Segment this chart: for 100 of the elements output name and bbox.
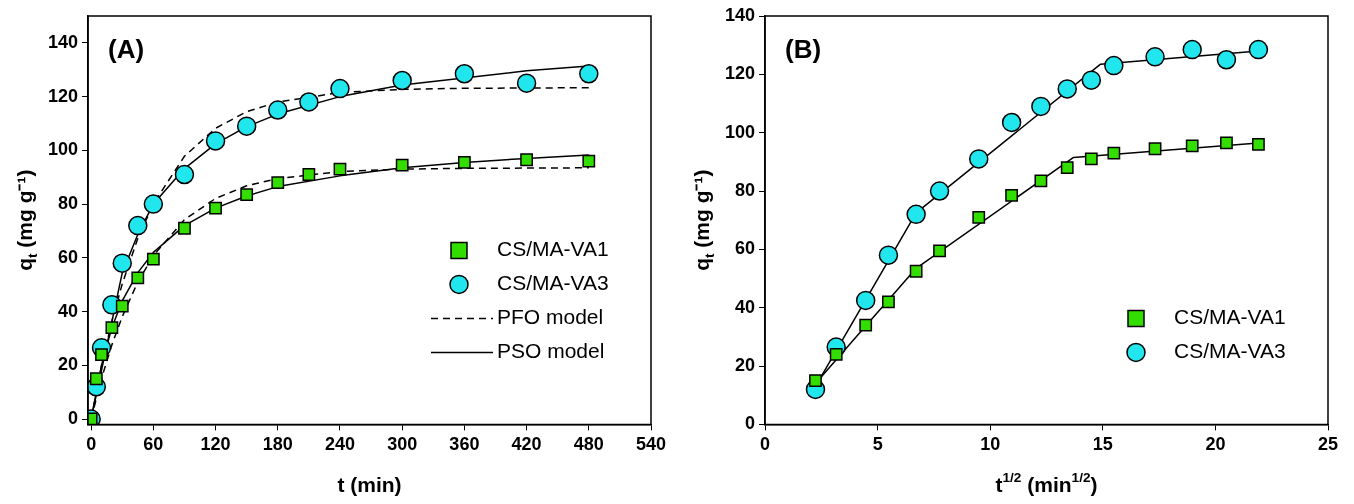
point [128, 215, 148, 236]
point [1252, 137, 1265, 151]
point [1216, 50, 1237, 70]
point [89, 372, 103, 386]
y-tick-label: 60 [735, 238, 756, 259]
y-tick-label: 140 [47, 31, 79, 52]
point [1034, 174, 1048, 188]
annotation: (A) [108, 34, 145, 65]
x-tick-label: 240 [324, 434, 355, 455]
point [859, 318, 873, 332]
x-tick-label: 25 [1317, 434, 1339, 455]
point [906, 204, 926, 225]
x-tick-label: 120 [200, 434, 231, 455]
y-tick-label: 80 [58, 193, 79, 214]
point [1084, 152, 1098, 166]
point [968, 149, 989, 169]
point [333, 162, 347, 176]
point [1057, 79, 1077, 99]
point [392, 70, 412, 91]
point [1182, 39, 1202, 60]
y-tick-label: 20 [58, 354, 79, 375]
point [112, 253, 132, 273]
point [1145, 47, 1165, 67]
x-tick-label: 480 [573, 434, 604, 455]
point [268, 100, 288, 120]
point [582, 154, 596, 168]
y-tick-label: 100 [724, 121, 756, 142]
y-tick-label: 80 [735, 180, 756, 200]
y-tick-label: 20 [735, 355, 756, 376]
y-tick-label: 0 [745, 413, 756, 434]
y-tick-label: 40 [58, 300, 79, 321]
x-tick-label: 420 [511, 434, 542, 455]
point [933, 244, 946, 258]
point [302, 168, 316, 181]
y-tick-label: 40 [735, 296, 756, 317]
point [1104, 55, 1124, 76]
x-tick-label: 360 [449, 434, 480, 455]
point [829, 347, 843, 361]
point [1001, 112, 1022, 133]
legend-label: CS/MA-VA1 [1174, 305, 1286, 329]
x-axis-title: t (min) [337, 472, 402, 496]
point [131, 271, 145, 285]
x-tick-label: 180 [262, 434, 293, 455]
legend-label: PFO model [497, 305, 604, 329]
y-tick-label: 140 [724, 4, 756, 25]
point [146, 252, 160, 266]
x-tick-label: 0 [760, 434, 771, 455]
point [299, 92, 319, 112]
point [1005, 189, 1019, 202]
y-tick-label: 60 [58, 246, 79, 267]
point [178, 221, 191, 235]
point [105, 321, 119, 335]
point [809, 374, 822, 388]
y-axis-title: qt (mg g⁻¹) [12, 169, 41, 271]
point [909, 264, 923, 278]
x-tick-label: 0 [86, 434, 97, 455]
point [1220, 136, 1233, 150]
point [516, 73, 537, 93]
point [972, 210, 986, 224]
y-tick-label: 0 [68, 408, 79, 428]
y-tick-label: 120 [724, 63, 756, 84]
x-tick-label: 10 [980, 434, 1001, 455]
point [1148, 142, 1162, 156]
point [1060, 161, 1074, 175]
point [1185, 139, 1199, 153]
x-tick-label: 60 [143, 434, 164, 455]
legend-label: PSO model [497, 339, 605, 363]
point [95, 348, 108, 361]
x-tick-label: 15 [1092, 434, 1113, 455]
point [143, 194, 164, 214]
point [878, 245, 899, 265]
point [855, 290, 876, 311]
x-tick-label: 540 [635, 434, 667, 455]
point [1031, 96, 1051, 117]
point [240, 188, 254, 202]
point [929, 181, 950, 201]
point [115, 299, 129, 313]
point [1081, 70, 1102, 90]
point [395, 158, 409, 172]
y-axis-title: qt (mg g⁻¹) [689, 169, 718, 271]
point [205, 131, 226, 151]
legend-label: CS/MA-VA3 [497, 271, 609, 295]
x-tick-label: 300 [387, 434, 418, 455]
point [174, 164, 195, 185]
point [454, 64, 475, 84]
point [520, 153, 533, 167]
y-tick-label: 120 [47, 85, 79, 106]
y-tick-label: 100 [47, 139, 79, 160]
point [1248, 39, 1269, 60]
x-tick-label: 5 [872, 434, 883, 455]
point [236, 116, 257, 136]
annotation: (B) [785, 34, 822, 65]
legend-label: CS/MA-VA3 [1174, 339, 1286, 363]
point [271, 176, 285, 189]
point [882, 295, 895, 309]
point [457, 156, 471, 169]
x-tick-label: 20 [1205, 434, 1226, 455]
point [1107, 146, 1121, 160]
legend-label: CS/MA-VA1 [497, 237, 609, 261]
point [330, 78, 350, 99]
